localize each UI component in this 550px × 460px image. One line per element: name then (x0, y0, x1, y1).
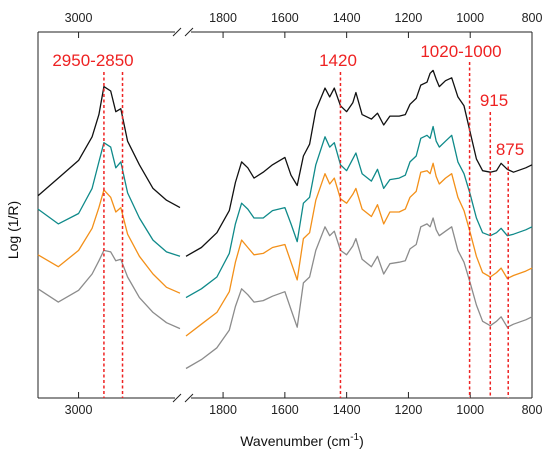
plot-frame (37, 27, 533, 403)
x-tick-label-bottom-800: 800 (522, 403, 543, 417)
x-tick-label-top-3000: 3000 (65, 11, 93, 25)
x-tick-label-bottom-1000: 1000 (456, 403, 484, 417)
x-tick-label-bottom-1200: 1200 (395, 403, 423, 417)
bottom-axis-break-mark (184, 393, 194, 403)
spectrum-line-2-high-wavenumber (37, 142, 181, 257)
spectrum-line-1-fingerprint (185, 69, 533, 257)
x-tick-label-bottom-1800: 1800 (209, 403, 237, 417)
spectrum-line-2-fingerprint (185, 125, 533, 299)
spectra-series (37, 69, 533, 370)
x-tick-label-top-1400: 1400 (333, 11, 361, 25)
spectrum-line-3-fingerprint (185, 162, 533, 337)
x-tick-label-top-1600: 1600 (271, 11, 299, 25)
x-tick-label-bottom-3000: 3000 (65, 403, 93, 417)
x-tick-label-top-1000: 1000 (456, 11, 484, 25)
y-axis-label: Log (1/R) (5, 201, 21, 259)
band-label-1420: 1420 (319, 51, 357, 70)
bottom-axis-break-mark (172, 393, 182, 403)
x-axis-label: Wavenumber (cm-1) (240, 432, 364, 449)
spectrum-line-4-fingerprint (185, 217, 533, 370)
band-label-1020-1000: 1020-1000 (420, 42, 501, 61)
band-label-875: 875 (496, 140, 524, 159)
band-label-2950-2850: 2950-2850 (52, 51, 133, 70)
x-tick-label-bottom-1400: 1400 (333, 403, 361, 417)
band-label-915: 915 (480, 91, 508, 110)
x-tick-label-top-800: 800 (522, 11, 543, 25)
top-axis-break-mark (172, 27, 182, 37)
spectrum-line-3-high-wavenumber (37, 189, 181, 294)
spectrum-line-4-high-wavenumber (37, 249, 181, 330)
top-axis-break-mark (184, 27, 194, 37)
x-axis-label-close: ) (359, 433, 364, 449)
axis-ticks: 3000 3000 1800 1800 1600 1600 1400 1400 1200 1200… (65, 11, 543, 417)
x-tick-label-bottom-1600: 1600 (271, 403, 299, 417)
x-axis-label-superscript: -1 (350, 432, 359, 443)
x-axis-label-text: Wavenumber (cm (240, 433, 350, 449)
band-annotations: 2950-2850 1420 1020-1000 915 875 (52, 42, 524, 398)
spectrum-line-1-high-wavenumber (37, 85, 181, 209)
x-tick-label-top-1200: 1200 (395, 11, 423, 25)
x-tick-label-top-1800: 1800 (209, 11, 237, 25)
